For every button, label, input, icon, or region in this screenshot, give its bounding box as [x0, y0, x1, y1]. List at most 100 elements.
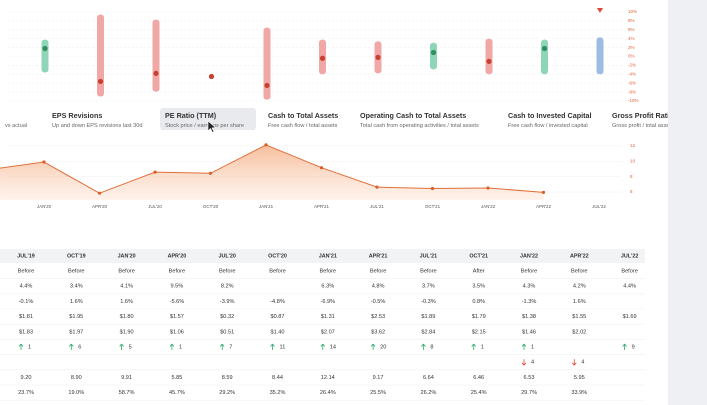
pe-point [264, 143, 268, 147]
table-cell: $1.89 [421, 314, 435, 320]
table-cell: $2.84 [421, 329, 435, 335]
revision-arrow [471, 343, 477, 350]
tab-title: EPS Revisions [52, 111, 102, 120]
table-cell: 5.85 [171, 375, 182, 381]
revision-arrow [571, 359, 577, 366]
table-cell: 9.20 [21, 375, 32, 381]
table-cell: 25.5% [370, 390, 386, 396]
metric-tab[interactable]: vs actual [5, 123, 27, 129]
table-cell: $2.53 [371, 314, 385, 320]
column-header: JAN'20 [118, 253, 136, 259]
table-cell: 4.8% [372, 284, 385, 290]
table-cell: 3.7% [422, 284, 435, 290]
revision-arrow [521, 359, 527, 366]
table-cell: 9.91 [121, 375, 132, 381]
revision-arrow [219, 343, 225, 350]
x-tick-label: JUL'21 [370, 204, 384, 209]
table-cell: -0.3% [421, 299, 436, 305]
table-cell: 3.4% [70, 284, 83, 290]
revision-arrow [521, 343, 527, 350]
range-bar [430, 42, 437, 70]
range-bar [41, 39, 49, 73]
actual-dot [375, 54, 381, 60]
content: 10% 8% 6% 4% 2% 0% -2% -4% -6% -8% -10% vs actual EP… [0, 9, 674, 401]
pe-point [375, 185, 379, 189]
column-header: APR'20 [168, 253, 187, 259]
table-cell: 6.53 [524, 375, 535, 381]
table-cell: -5.6% [170, 299, 185, 305]
y-tick-label: 6 [630, 189, 633, 194]
table-cell: $0.32 [220, 314, 234, 320]
x-tick-label: APR'22 [536, 204, 552, 209]
mouse-cursor [207, 120, 217, 133]
table-cell: $2.07 [321, 329, 335, 335]
revision-arrow [270, 343, 275, 350]
table-cell: Before [68, 268, 84, 274]
table-cell: $1.83 [19, 329, 33, 335]
y-tick-label: 2% [628, 45, 635, 50]
metric-tab[interactable]: Cash to Total Assets Free cash flow / tot… [268, 111, 338, 129]
metric-tab[interactable]: PE Ratio (TTM) Stock price / earnings per… [165, 111, 244, 129]
y-tick-label: 10% [628, 9, 637, 14]
y-tick-label: 10 [630, 159, 636, 164]
range-bar [152, 19, 160, 92]
table-cell: 4.4% [20, 284, 33, 290]
metric-tab[interactable]: Gross Profit Ratio Gross profit / total a… [612, 111, 674, 129]
table-cell: -4.8% [270, 299, 285, 305]
y-tick-label: -2% [628, 63, 636, 68]
table-cell: 5 [129, 344, 132, 350]
table-cell: 1 [179, 344, 182, 350]
table-cell: 8.44 [272, 375, 283, 381]
table-cell: 4 [581, 360, 584, 366]
actual-dot [430, 49, 437, 56]
column-header: JAN'22 [520, 253, 538, 259]
table-cell: Before [320, 268, 336, 274]
column-header: OCT'21 [469, 253, 488, 259]
tab-subtitle: Free cash flow / invested capital [508, 123, 588, 129]
current-marker [597, 8, 603, 13]
table-cell: Before [169, 268, 185, 274]
metric-tab[interactable]: Cash to Invested Capital Free cash flow /… [508, 111, 591, 129]
table-cell: 11 [280, 344, 286, 350]
revision-arrow [320, 343, 326, 350]
table-cell: 6.64 [423, 375, 434, 381]
table-cell: 35.2% [270, 390, 286, 396]
tab-title: PE Ratio (TTM) [165, 111, 217, 120]
table-cell: 33.9% [571, 390, 587, 396]
pe-point [153, 170, 157, 174]
revision-arrow [169, 343, 175, 350]
table-cell: $1.69 [623, 314, 637, 320]
metric-tab[interactable]: Operating Cash to Total Assets Total cash… [360, 111, 479, 129]
column-header: JUL'22 [621, 253, 638, 259]
pe-point [208, 171, 213, 175]
table-cell: $0.51 [220, 329, 234, 335]
table-cell: $1.95 [69, 314, 83, 320]
x-tick-label: OCT'20 [203, 204, 219, 209]
table-cell: 1.6% [120, 299, 133, 305]
table-cell: 9.17 [373, 375, 384, 381]
table-cell: 8.90 [71, 375, 82, 381]
table-cell: Before [420, 268, 436, 274]
tab-subtitle: Stock price / earnings per share [165, 123, 244, 129]
y-tick-label: 8 [630, 174, 633, 179]
column-header: APR'21 [369, 253, 388, 259]
table-cell: $1.38 [522, 314, 536, 320]
table-cell: 6.46 [473, 375, 484, 381]
table-cell: Before [219, 268, 235, 274]
y-tick-label: 6% [628, 27, 635, 32]
table-cell: 8.2% [221, 284, 234, 290]
column-header: JAN'21 [319, 253, 337, 259]
revision-arrow [119, 343, 124, 350]
table-cell: 26.4% [320, 390, 336, 396]
table-cell: 1.6% [70, 299, 83, 305]
table-cell: 26.2% [420, 390, 436, 396]
table-cell: 19.0% [68, 390, 84, 396]
table-cell: $2.02 [572, 329, 586, 335]
pe-point [430, 186, 435, 191]
table-cell: $3.62 [371, 329, 385, 335]
table-cell: Before [571, 268, 587, 274]
table-cell: 58.7% [119, 390, 135, 396]
metric-tab[interactable]: EPS Revisions Up and down EPS revisions l… [52, 111, 142, 129]
y-tick-label: 4% [628, 36, 635, 41]
